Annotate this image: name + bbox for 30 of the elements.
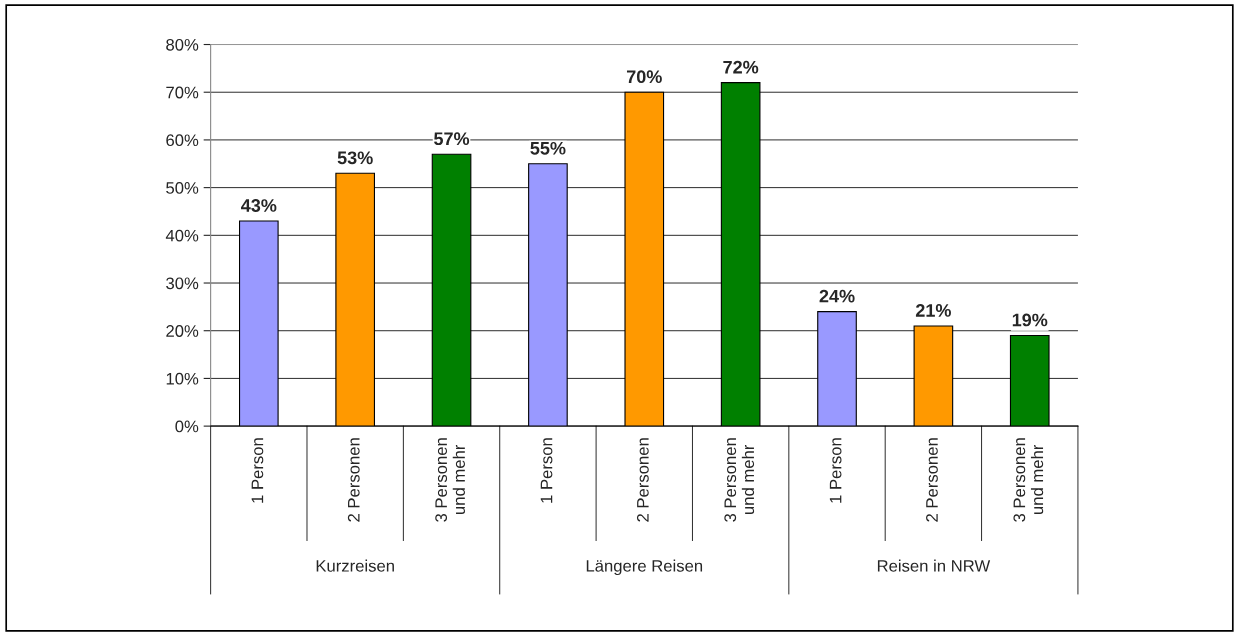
x-tick-label: 3 Personen und mehr (435, 438, 465, 522)
x-tick-label: 2 Personen (636, 438, 649, 522)
x-tick-label: 3 Personen und mehr (724, 438, 755, 522)
data-label: 72% (723, 60, 759, 74)
x-tick-label: 2 Personen (347, 438, 360, 522)
data-label: 24% (819, 289, 855, 303)
x-tick-label: 1 Person (251, 438, 264, 503)
data-label: 57% (434, 132, 470, 146)
data-label: 53% (337, 151, 373, 165)
y-tick-label: 30% (166, 277, 199, 290)
data-label: 55% (530, 141, 566, 155)
y-tick-label: 70% (166, 86, 199, 99)
data-label: 43% (241, 199, 277, 212)
y-tick-label: 0% (175, 420, 199, 433)
y-tick-label: 20% (166, 325, 199, 337)
x-tick-label: 2 Personen (926, 438, 938, 522)
y-tick-label: 60% (166, 134, 199, 147)
x-tick-label: 3 Personen und mehr (1013, 438, 1044, 522)
data-label: 21% (915, 304, 951, 317)
x-tick-label: 1 Person (829, 438, 842, 503)
text: Längere Reisen (586, 559, 703, 576)
y-tick-label: 40% (165, 229, 199, 242)
y-tick-label: 10% (166, 372, 199, 385)
data-label: 19% (1012, 313, 1048, 327)
text: Reisen in NRW (877, 559, 991, 572)
y-tick-label: 50% (166, 182, 199, 194)
x-tick-label: 1 Person (540, 438, 553, 503)
text: Kurzreisen (316, 559, 394, 572)
data-label: 70% (626, 70, 662, 84)
y-tick-label: 80% (166, 38, 199, 51)
